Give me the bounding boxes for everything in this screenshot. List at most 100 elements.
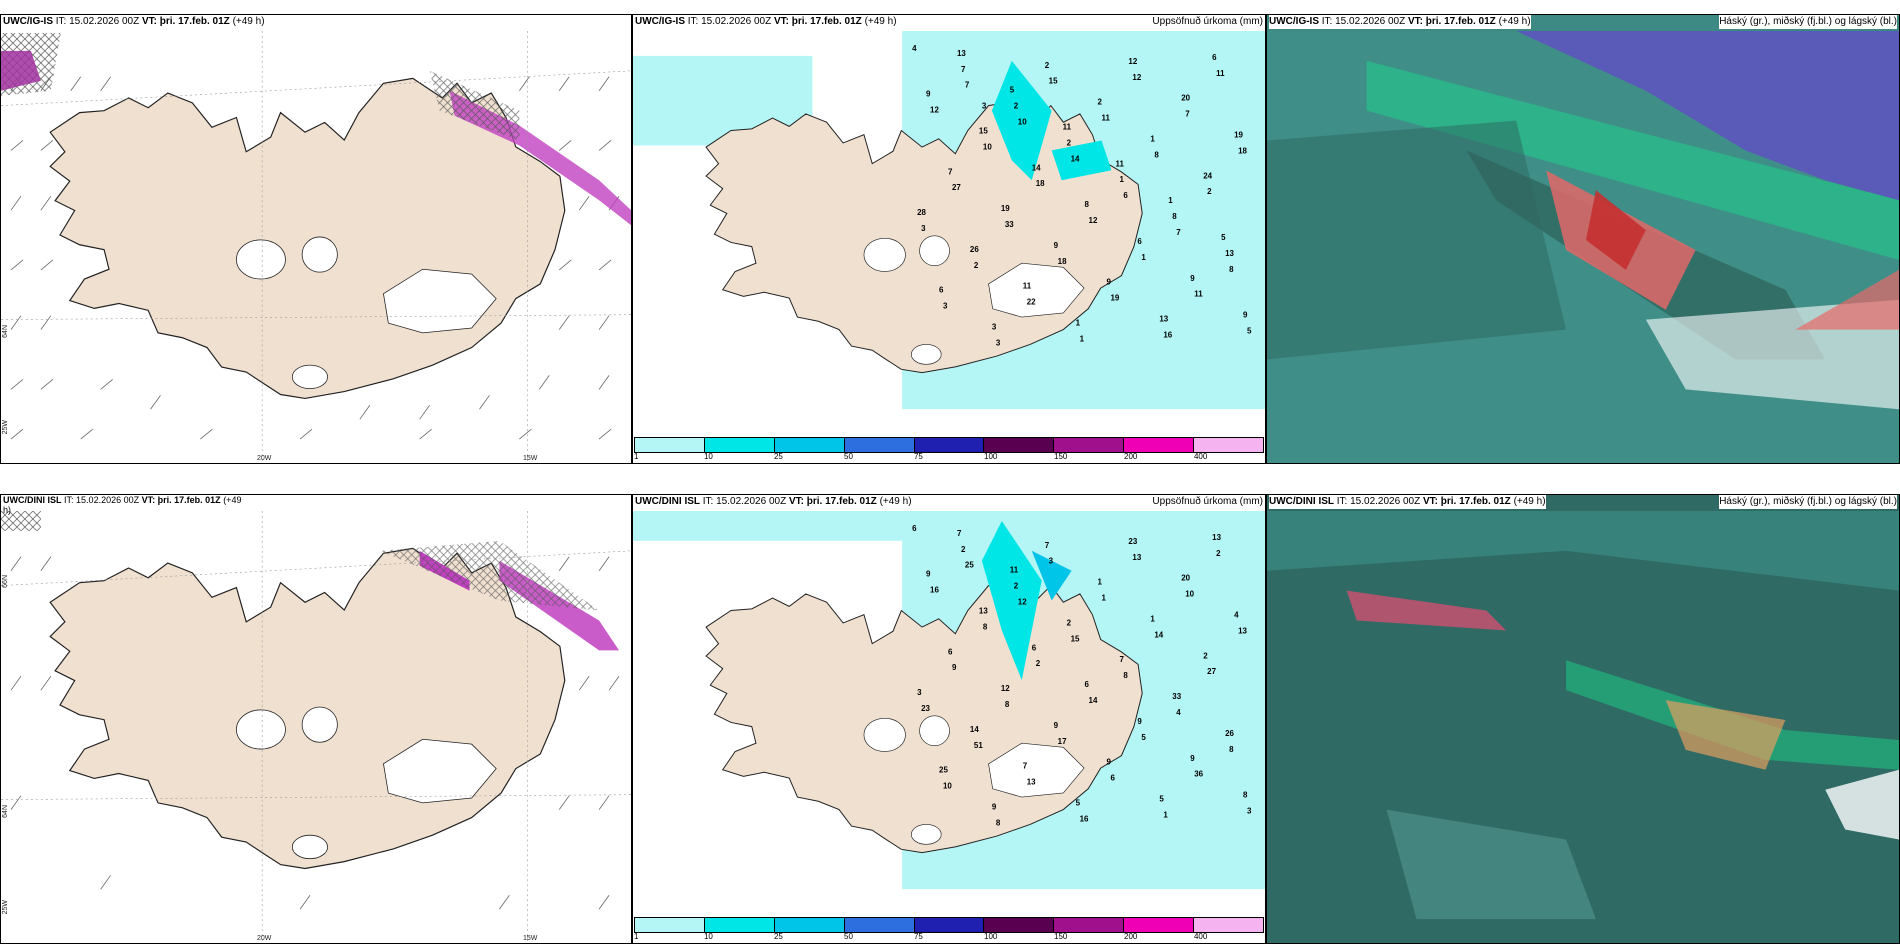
lon-20w-label: 20W xyxy=(257,935,272,942)
precip-value-label: 1 xyxy=(1168,196,1173,205)
precip-value-label: 7 xyxy=(948,167,953,176)
legend-label: 150 xyxy=(1054,932,1068,941)
precip-value-label: 36 xyxy=(1194,770,1203,779)
precip-value-label: 9 xyxy=(1107,758,1112,767)
precip-value-label: 12 xyxy=(1001,684,1010,693)
precip-value-label: 7 xyxy=(957,529,962,538)
precip-value-label: 25 xyxy=(965,561,974,570)
precip-value-label: 13 xyxy=(1225,249,1234,258)
precip-value-label: 8 xyxy=(983,622,988,631)
precip-value-label: 6 xyxy=(1212,53,1217,62)
precip-value-label: 18 xyxy=(1238,146,1247,155)
precip-value-label: 6 xyxy=(948,647,953,656)
lat-66n-label: 66N xyxy=(2,575,9,588)
precip-value-label: 13 xyxy=(1132,553,1141,562)
precip-value-label: 13 xyxy=(979,606,988,615)
panel-title: UWC/IG-IS IT: 15.02.2026 00Z VT: þri. 17… xyxy=(635,16,897,27)
precip-value-label: 24 xyxy=(1203,171,1212,180)
precip-value-label: 9 xyxy=(1054,721,1059,730)
precip-value-label: 3 xyxy=(992,323,997,332)
legend-swatch xyxy=(1194,438,1264,452)
precip-value-label: 4 xyxy=(1234,610,1239,619)
precip-value-label: 3 xyxy=(996,338,1001,347)
panel-cloud-ig: UWC/IG-IS IT: 15.02.2026 00Z VT: þri. 17… xyxy=(1266,14,1900,464)
precip-value-label: 8 xyxy=(1123,671,1128,680)
legend-label: 50 xyxy=(844,452,853,461)
lon-25w-label: 25W xyxy=(2,420,9,435)
precip-value-label: 27 xyxy=(1207,667,1216,676)
precip-value-label: 5 xyxy=(1247,327,1252,336)
precip-value-label: 1 xyxy=(1163,810,1168,819)
precip-value-label: 2 xyxy=(1216,549,1221,558)
precip-value-label: 12 xyxy=(1089,216,1098,225)
precip-value-label: 10 xyxy=(1018,118,1027,127)
wind-map xyxy=(1,511,631,943)
precip-value-label: 10 xyxy=(943,782,952,791)
panel-title: UWC/DINI ISL IT: 15.02.2026 00Z VT: þri.… xyxy=(1269,495,1546,509)
precip-value-label: 8 xyxy=(1154,150,1159,159)
precip-value-label: 7 xyxy=(1045,541,1050,550)
precip-value-label: 11 xyxy=(1102,114,1111,123)
precip-value-label: 14 xyxy=(1071,154,1080,163)
legend-swatch xyxy=(914,438,985,452)
precip-value-label: 18 xyxy=(1036,179,1045,188)
legend-swatch xyxy=(1124,918,1195,932)
precip-legend: 1 10 25 50 75 100 150 200 400 xyxy=(633,435,1265,463)
precip-value-label: 11 xyxy=(1023,282,1032,291)
precip-value-label: 12 xyxy=(1018,598,1027,607)
legend-swatch xyxy=(704,438,775,452)
precip-value-label: 6 xyxy=(1110,774,1115,783)
legend-swatch xyxy=(984,438,1055,452)
legend-label: 400 xyxy=(1193,452,1208,461)
precip-value-label: 12 xyxy=(1132,73,1141,82)
precip-value-label: 5 xyxy=(1010,86,1015,95)
legend-swatch xyxy=(635,918,705,932)
precip-value-label: 7 xyxy=(1185,110,1190,119)
precip-value-label: 7 xyxy=(1023,762,1028,771)
precip-value-label: 16 xyxy=(1080,814,1089,823)
precip-map: 6 25 12 15 8 4 8 10 8 3 1 14 27 23 51 13 16 13 10 13 9 8 17 6 1 2… xyxy=(633,511,1265,915)
lat-64n-label: 64N xyxy=(2,325,9,338)
precip-value-label: 20 xyxy=(1181,94,1190,103)
legend-label: 1 xyxy=(634,932,639,941)
precip-value-label: 2 xyxy=(961,545,966,554)
legend-swatch xyxy=(1194,918,1264,932)
precip-value-label: 14 xyxy=(1154,630,1163,639)
legend-swatch xyxy=(635,438,705,452)
precip-value-label: 9 xyxy=(992,803,997,812)
precip-value-label: 1 xyxy=(1150,134,1155,143)
precip-value-label: 8 xyxy=(1229,265,1234,274)
legend-swatch xyxy=(774,438,845,452)
precip-value-label: 8 xyxy=(1243,791,1248,800)
precip-value-label: 9 xyxy=(926,90,931,99)
panel-wind-dini: UWC/DINI ISL IT: 15.02.2026 00Z VT: þri.… xyxy=(0,494,632,944)
precip-value-label: 9 xyxy=(1137,717,1142,726)
panel-title: UWC/DINI ISL IT: 15.02.2026 00Z VT: þri.… xyxy=(3,495,242,515)
legend-label: 50 xyxy=(844,932,853,941)
legend-label: 100 xyxy=(984,452,998,461)
precip-value-label: 9 xyxy=(1190,274,1195,283)
precip-value-label: 6 xyxy=(912,524,917,533)
panel-variable: Uppsöfnuð úrkoma (mm) xyxy=(1152,496,1263,507)
lon-15w-label: 15W xyxy=(523,935,538,942)
precip-value-label: 17 xyxy=(1058,737,1067,746)
lat-64n-label: 64N xyxy=(2,805,9,818)
legend-label: 10 xyxy=(703,932,713,941)
precip-value-label: 23 xyxy=(921,704,930,713)
panel-variable: Uppsöfnuð úrkoma (mm) xyxy=(1152,16,1263,27)
precip-value-label: 2 xyxy=(1045,61,1050,70)
precip-value-label: 2 xyxy=(1036,659,1041,668)
precip-value-label: 18 xyxy=(1058,257,1067,266)
wind-map xyxy=(1,31,631,463)
precip-value-label: 27 xyxy=(952,183,961,192)
precip-value-label: 3 xyxy=(1049,557,1054,566)
svg-text:3: 3 xyxy=(982,102,987,111)
cloud-map xyxy=(1267,31,1899,463)
cloud-map xyxy=(1267,511,1899,943)
precip-value-label: 9 xyxy=(1054,241,1059,250)
precip-value-label: 1 xyxy=(1076,319,1081,328)
precip-value-label: 28 xyxy=(917,208,926,217)
panel-cloud-dini: UWC/DINI ISL IT: 15.02.2026 00Z VT: þri.… xyxy=(1266,494,1900,944)
precip-value-label: 15 xyxy=(1049,77,1058,86)
precip-value-label: 5 xyxy=(1141,733,1146,742)
